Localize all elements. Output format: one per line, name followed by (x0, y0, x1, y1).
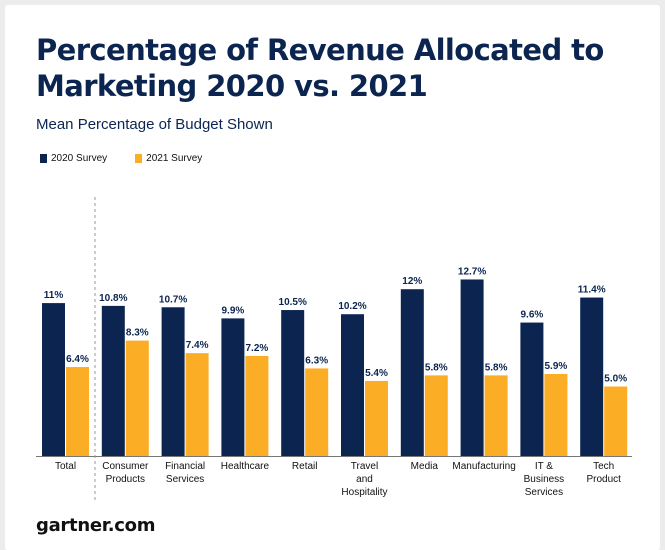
data-label-2021: 5.0% (604, 374, 627, 385)
bar-2020 (161, 307, 185, 456)
bar-2021 (544, 373, 568, 456)
category-label: Products (106, 474, 145, 485)
bar-2020 (341, 314, 364, 456)
category-label: Tech (593, 461, 614, 472)
data-label-2021: 5.8% (425, 362, 448, 373)
legend-swatch-2021 (135, 154, 143, 163)
chart-card (5, 5, 660, 550)
bar-2021 (604, 386, 628, 456)
category-label: and (356, 474, 373, 485)
legend-label-2021: 2021 Survey (146, 153, 203, 164)
data-label-2021: 5.8% (485, 362, 508, 373)
data-label-2020: 10.8% (99, 293, 127, 304)
data-label-2020: 10.2% (338, 301, 366, 312)
bar-2020 (101, 305, 125, 456)
category-label: Consumer (102, 461, 149, 472)
bar-2020 (42, 303, 65, 456)
data-label-2020: 11.4% (578, 285, 606, 296)
bar-2020 (221, 318, 245, 456)
data-label-2020: 10.7% (159, 294, 187, 305)
category-label: Services (166, 474, 204, 485)
category-label: Retail (292, 461, 318, 472)
category-label: Hospitality (341, 487, 387, 498)
source-footer: gartner.com (36, 515, 156, 536)
category-label: Services (525, 487, 563, 498)
bar-2020 (400, 289, 424, 456)
category-label: Manufacturing (452, 461, 515, 472)
legend-item-2021: 2021 Survey (135, 153, 202, 164)
bar-2021 (484, 375, 508, 456)
data-label-2020: 10.5% (279, 297, 307, 308)
category-label: Business (524, 474, 565, 485)
bar-2021 (185, 353, 209, 456)
chart-subtitle: Mean Percentage of Budget Shown (36, 116, 273, 133)
data-label-2021: 8.3% (126, 328, 149, 339)
data-label-2021: 6.3% (305, 355, 328, 366)
category-label: Product (586, 474, 621, 485)
bar-2021 (66, 367, 89, 456)
category-label: Travel (351, 461, 378, 472)
data-label-2020: 9.9% (222, 305, 245, 316)
bar-2021 (245, 355, 269, 456)
legend-swatch-2020 (40, 154, 47, 163)
data-label-2021: 7.4% (186, 340, 209, 351)
bar-2021 (424, 375, 448, 456)
data-label-2021: 5.4% (365, 368, 388, 379)
data-label-2021: 7.2% (246, 343, 269, 354)
category-label: Total (55, 461, 76, 472)
bar-chart: 11% 6.4% Total 10.8% 8.3% Consumer Products 10.… (36, 197, 632, 500)
bar-2020 (460, 279, 484, 456)
data-label-2021: 5.9% (545, 361, 568, 372)
legend-item-2020: 2020 Survey (40, 153, 107, 164)
bar-2020 (580, 297, 604, 456)
chart-title: Percentage of Revenue Allocated to Marke… (36, 32, 606, 104)
category-label: Financial (165, 461, 205, 472)
category-label: Healthcare (221, 461, 270, 472)
data-label-2020: 9.6% (521, 310, 544, 321)
category-label: IT & (535, 461, 553, 472)
data-label-2020: 12% (402, 276, 422, 287)
bar-2021 (305, 368, 329, 456)
chart-title-text: Percentage of Revenue Allocated to Marke… (36, 33, 604, 103)
data-label-2021: 6.4% (66, 354, 89, 365)
bar-2020 (281, 310, 305, 456)
data-label-2020: 11% (44, 290, 64, 301)
bar-2021 (125, 340, 149, 456)
bar-2021 (365, 380, 388, 456)
data-label-2020: 12.7% (458, 266, 486, 277)
chart-legend: 2020 Survey 2021 Survey (40, 153, 202, 164)
bar-2020 (520, 322, 544, 456)
legend-label-2020: 2020 Survey (51, 153, 108, 164)
category-label: Media (411, 461, 439, 472)
